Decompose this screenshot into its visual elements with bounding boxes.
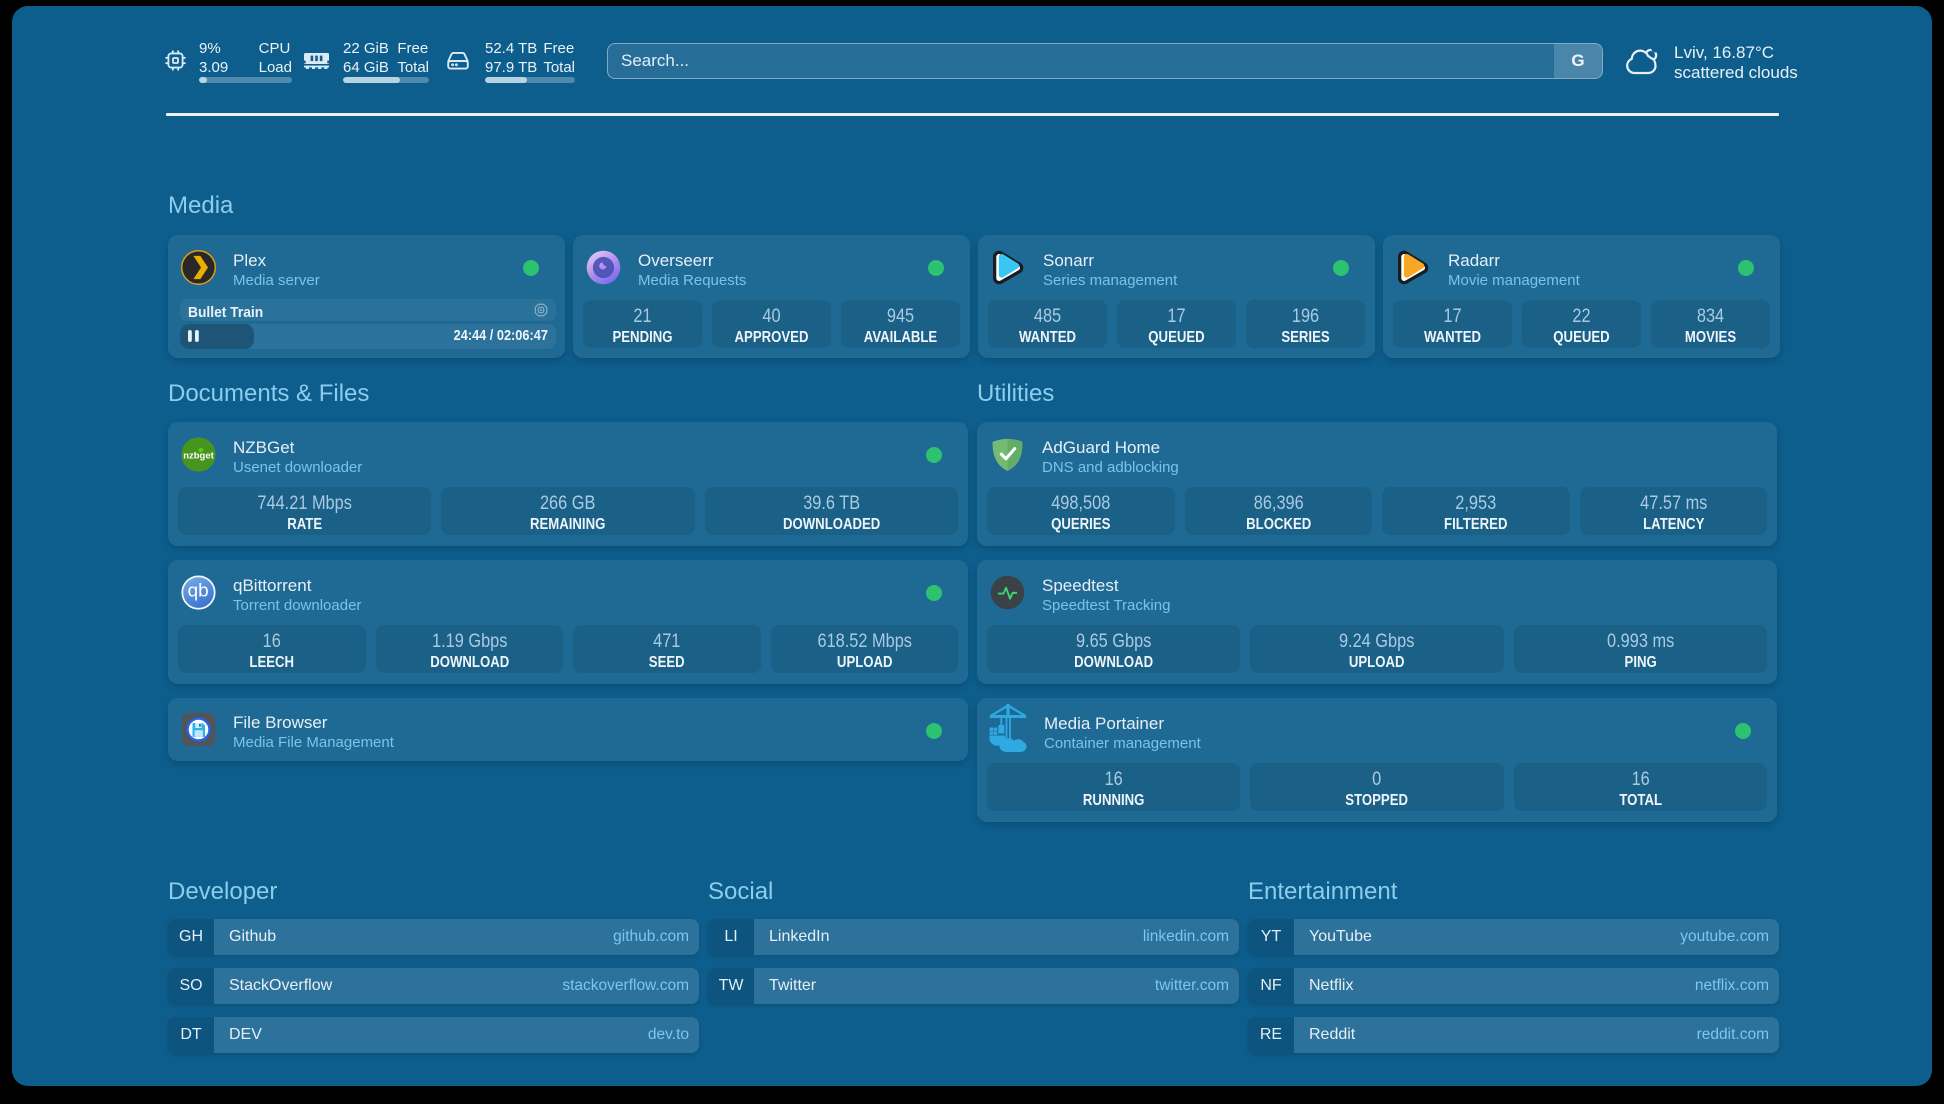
- svg-text:nzbget: nzbget: [183, 451, 214, 462]
- svg-text:qb: qb: [188, 580, 209, 601]
